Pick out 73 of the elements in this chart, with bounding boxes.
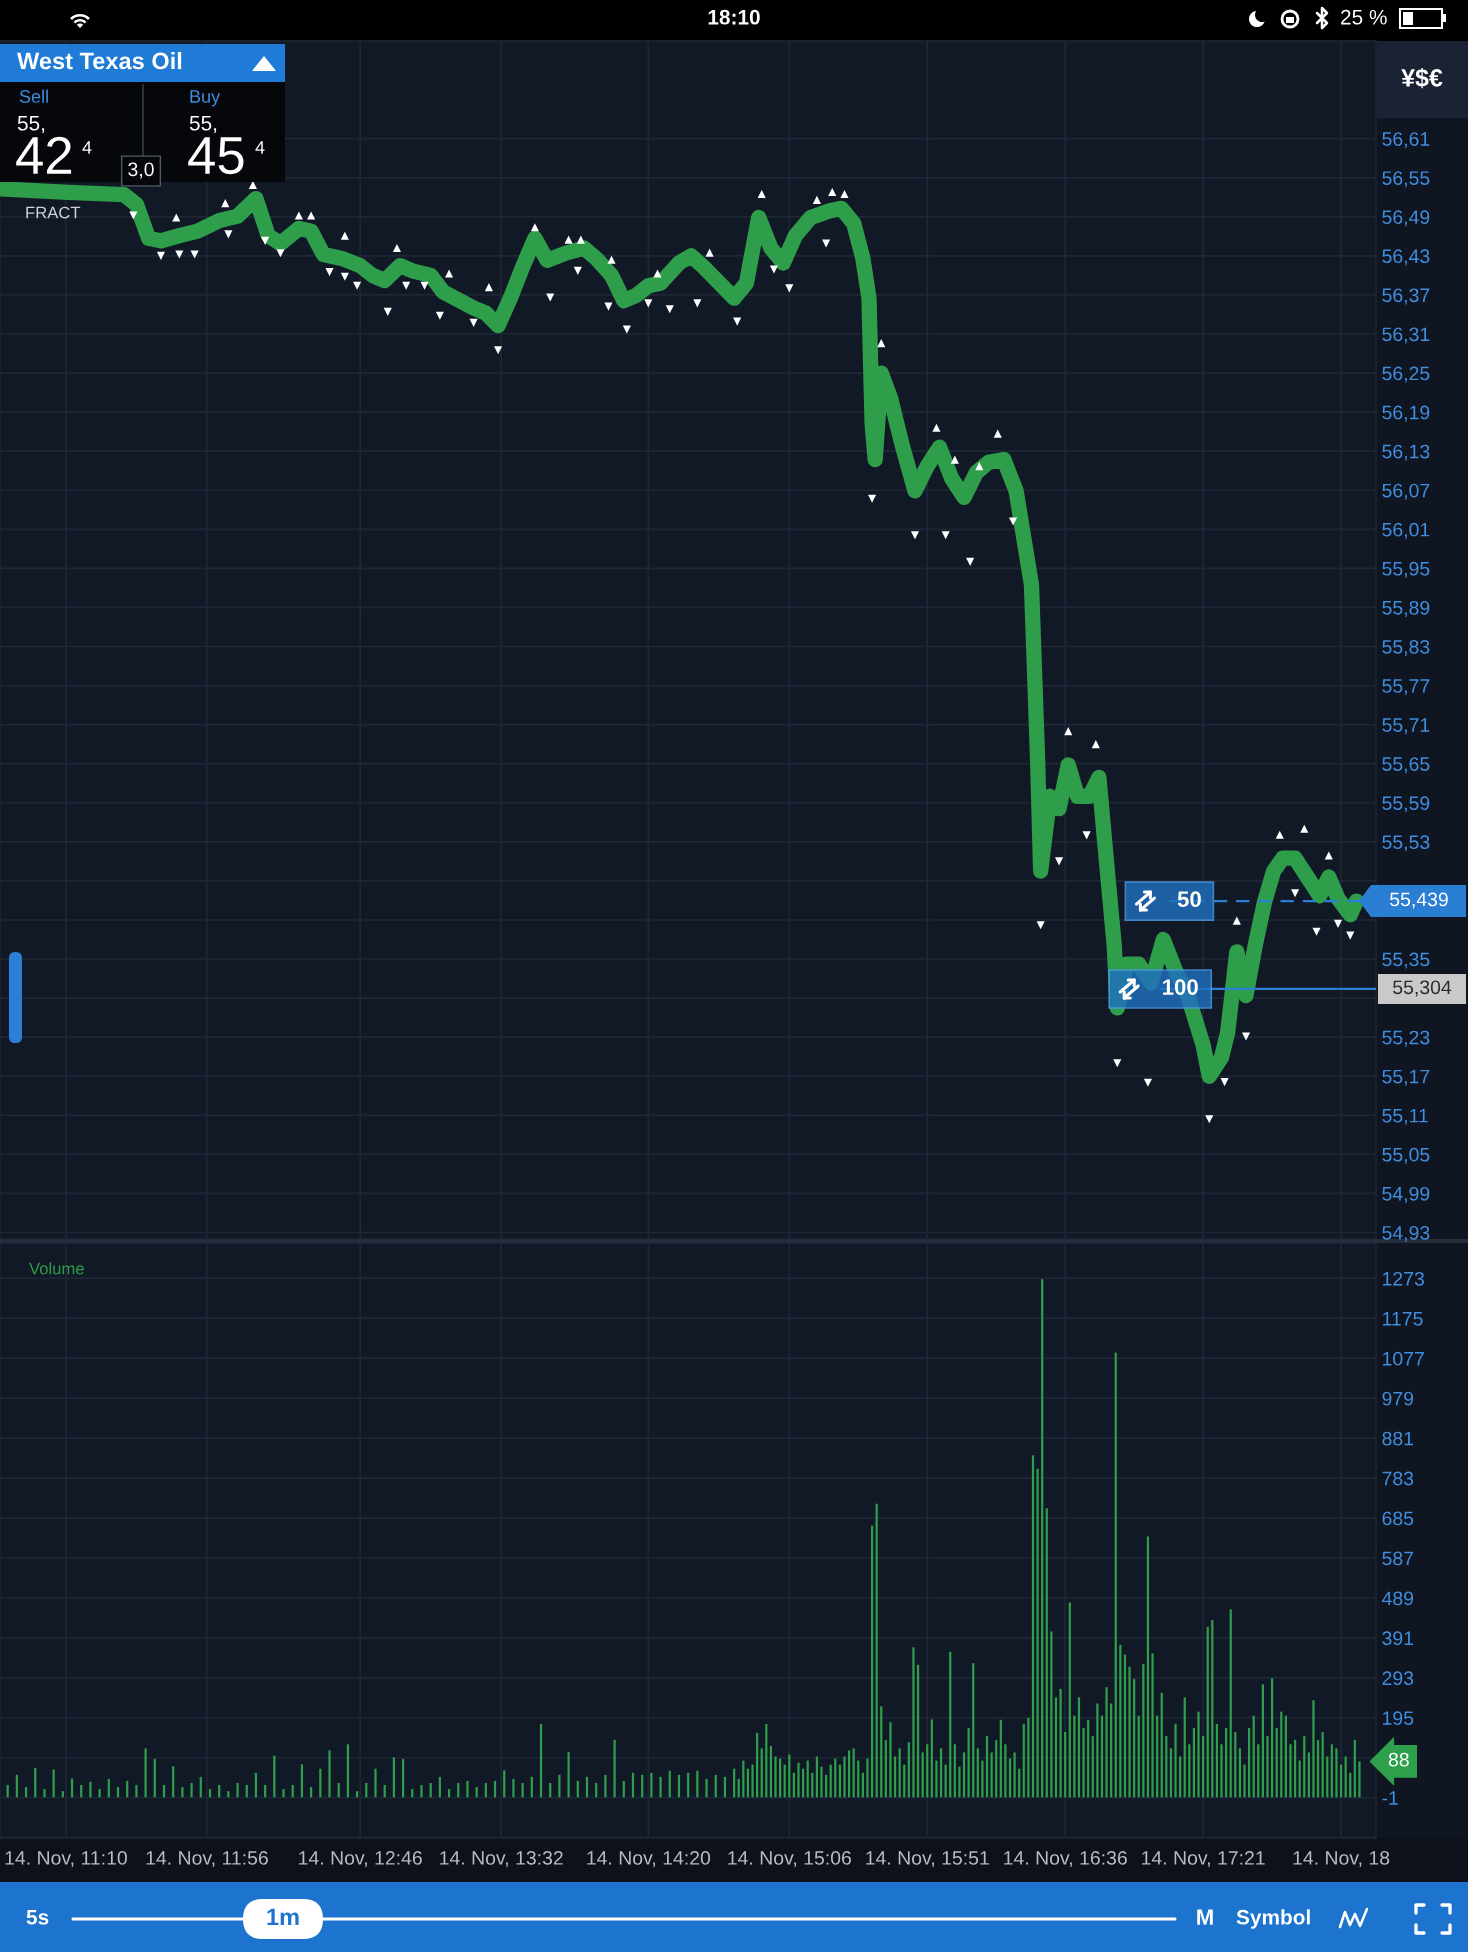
text: Symbol bbox=[1236, 1909, 1310, 1929]
x-tick-label: 14. Nov, 12:46 bbox=[299, 1851, 422, 1868]
y-tick-label: 55,05 bbox=[1382, 1147, 1430, 1164]
y-tick-label: 55,53 bbox=[1382, 835, 1430, 852]
y-tick-label: -1 bbox=[1382, 1791, 1398, 1805]
y-tick-label: 54,99 bbox=[1382, 1186, 1430, 1203]
y-tick-label: 56,55 bbox=[1382, 171, 1430, 188]
x-tick-label: 14. Nov, 13:32 bbox=[440, 1851, 563, 1868]
y-tick-label: 56,61 bbox=[1382, 132, 1430, 149]
y-tick-label: 293 bbox=[1382, 1671, 1414, 1686]
y-tick-label: 56,25 bbox=[1382, 366, 1430, 383]
annotation: 55, bbox=[17, 116, 45, 134]
y-tick-label: 55,17 bbox=[1382, 1069, 1430, 1086]
y-tick-label: 979 bbox=[1382, 1391, 1414, 1406]
y-tick-label: 783 bbox=[1382, 1471, 1414, 1486]
y-tick-label: 1175 bbox=[1383, 1312, 1423, 1326]
x-tick-label: 14. Nov, 11:56 bbox=[146, 1851, 268, 1868]
x-tick-label: 14. Nov, 14:20 bbox=[587, 1851, 711, 1868]
x-tick-label: 14. Nov, 15:06 bbox=[728, 1851, 851, 1868]
annotation: 3,0 bbox=[128, 162, 154, 179]
y-tick-label: 685 bbox=[1382, 1511, 1414, 1526]
x-tick-label: 14. Nov, 11:10 bbox=[5, 1851, 127, 1868]
text: 25 % bbox=[1341, 9, 1387, 25]
annotation: 45 bbox=[188, 137, 244, 175]
annotation: 50 bbox=[1177, 891, 1201, 908]
y-tick-label: 55,65 bbox=[1382, 757, 1430, 774]
y-tick-label: 55,11 bbox=[1382, 1108, 1428, 1125]
annotation: FRACT bbox=[26, 206, 81, 219]
y-tick-label: 56,31 bbox=[1382, 327, 1430, 344]
y-tick-label: 55,71 bbox=[1382, 718, 1430, 735]
y-tick-label: 56,49 bbox=[1382, 210, 1430, 227]
text: Volume bbox=[29, 1262, 84, 1275]
y-tick-label: 56,43 bbox=[1382, 249, 1430, 266]
text: 5s bbox=[26, 1910, 49, 1925]
annotation: 100 bbox=[1163, 979, 1198, 995]
chart-title: West Texas Oil bbox=[17, 52, 182, 70]
y-tick-label: 55,83 bbox=[1382, 639, 1430, 657]
text: 1m bbox=[267, 1908, 299, 1926]
y-tick-label: 1077 bbox=[1383, 1351, 1424, 1366]
y-tick-label: 54,93 bbox=[1382, 1225, 1430, 1243]
ref-line-label: 55,304 bbox=[1393, 980, 1452, 997]
y-tick-label: 587 bbox=[1382, 1551, 1414, 1566]
y-tick-label: 55,23 bbox=[1382, 1030, 1430, 1047]
x-tick-label: 14. Nov, 17:21 bbox=[1142, 1851, 1265, 1868]
y-tick-label: 56,37 bbox=[1382, 288, 1430, 305]
y-tick-label: 881 bbox=[1382, 1431, 1414, 1446]
x-tick-label: 14. Nov, 16:36 bbox=[1004, 1851, 1127, 1868]
text: 18:10 bbox=[708, 9, 760, 25]
y-tick-label: 55,89 bbox=[1382, 600, 1430, 617]
annotation: 55, bbox=[189, 116, 217, 134]
x-tick-label: 14. Nov, 18 bbox=[1293, 1851, 1390, 1868]
annotation: 42 bbox=[16, 136, 72, 174]
y-tick-label: 55,59 bbox=[1382, 796, 1430, 813]
y-tick-label: 55,77 bbox=[1382, 679, 1430, 696]
y-tick-label: 1273 bbox=[1383, 1271, 1424, 1286]
y-tick-label: 55,95 bbox=[1382, 561, 1430, 578]
annotation: Sell bbox=[19, 89, 48, 103]
y-tick-label: 195 bbox=[1383, 1711, 1414, 1726]
y-tick-label: 56,13 bbox=[1382, 444, 1430, 461]
annotation: Buy bbox=[190, 90, 221, 107]
annotation: 4 bbox=[255, 141, 265, 154]
text: ¥$€ bbox=[1401, 67, 1443, 89]
text: M bbox=[1197, 1909, 1213, 1925]
y-tick-label: 391 bbox=[1382, 1631, 1414, 1646]
y-tick-label: 56,01 bbox=[1382, 522, 1430, 539]
y-tick-label: 56,19 bbox=[1382, 405, 1430, 422]
ref-line-label: 55,439 bbox=[1390, 892, 1448, 909]
annotation: 4 bbox=[82, 141, 92, 154]
y-tick-label: 489 bbox=[1382, 1591, 1414, 1606]
x-tick-label: 14. Nov, 15:51 bbox=[866, 1851, 989, 1868]
y-tick-label: 56,07 bbox=[1382, 483, 1430, 500]
y-tick-label: 55,35 bbox=[1382, 952, 1430, 969]
annotation: 88 bbox=[1388, 1752, 1409, 1767]
